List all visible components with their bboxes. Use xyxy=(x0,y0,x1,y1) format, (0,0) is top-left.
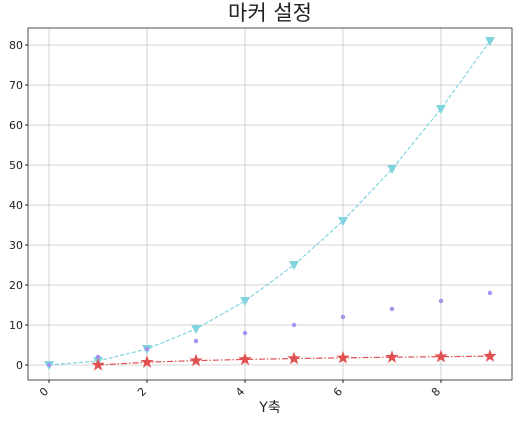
marker xyxy=(389,306,395,312)
marker xyxy=(487,290,493,296)
plot-frame xyxy=(27,27,513,381)
y-tick-label: 30 xyxy=(9,239,23,252)
marker xyxy=(340,314,346,320)
x-tick-label: 4 xyxy=(233,385,247,399)
marker xyxy=(238,352,252,366)
marker xyxy=(287,351,301,365)
marker xyxy=(240,297,251,306)
y-tick-label: 20 xyxy=(9,279,23,292)
y-tick-label: 40 xyxy=(9,199,23,212)
marker xyxy=(95,354,101,360)
y-tick-label: 80 xyxy=(9,39,23,52)
y-tick-label: 0 xyxy=(16,359,23,372)
marker xyxy=(484,37,495,46)
x-tick-label: 2 xyxy=(135,385,149,399)
y-tick-label: 60 xyxy=(9,119,23,132)
x-axis-label: Y축 xyxy=(258,400,281,416)
marker xyxy=(46,362,52,368)
x-tick-label: 8 xyxy=(429,385,443,399)
marker xyxy=(144,346,150,352)
marker xyxy=(242,330,248,336)
marker xyxy=(191,325,202,334)
marker xyxy=(386,165,397,174)
marker xyxy=(193,338,199,344)
marker xyxy=(483,349,497,362)
y-tick-label: 10 xyxy=(9,319,23,332)
marker xyxy=(91,358,105,371)
marker xyxy=(434,349,448,363)
x-tick-label: 6 xyxy=(331,385,345,399)
series-line xyxy=(49,40,491,366)
x-tick-label: 0 xyxy=(37,385,51,399)
y-tick-label: 50 xyxy=(9,159,23,172)
marker xyxy=(337,217,348,226)
marker xyxy=(140,355,154,368)
y-tick-label: 70 xyxy=(9,79,23,92)
marker xyxy=(438,298,444,304)
marker xyxy=(189,353,203,367)
marker xyxy=(291,322,297,328)
marker xyxy=(385,350,399,363)
marker xyxy=(435,105,446,114)
chart-title: 마커 설정 xyxy=(228,1,312,25)
marker xyxy=(289,261,300,270)
marker xyxy=(336,350,350,364)
